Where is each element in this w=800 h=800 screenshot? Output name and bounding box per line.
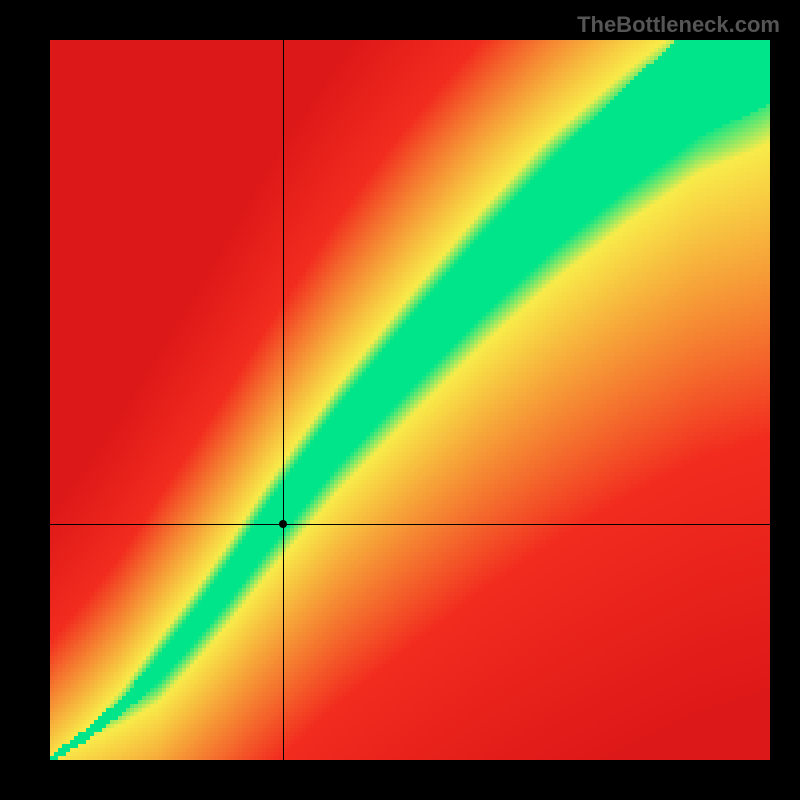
crosshair-horizontal [50, 524, 770, 525]
watermark-text: TheBottleneck.com [577, 12, 780, 38]
heatmap-canvas [50, 40, 770, 760]
heatmap-plot [50, 40, 770, 760]
crosshair-vertical [283, 40, 284, 760]
chart-container: TheBottleneck.com [0, 0, 800, 800]
marker-dot [279, 520, 287, 528]
